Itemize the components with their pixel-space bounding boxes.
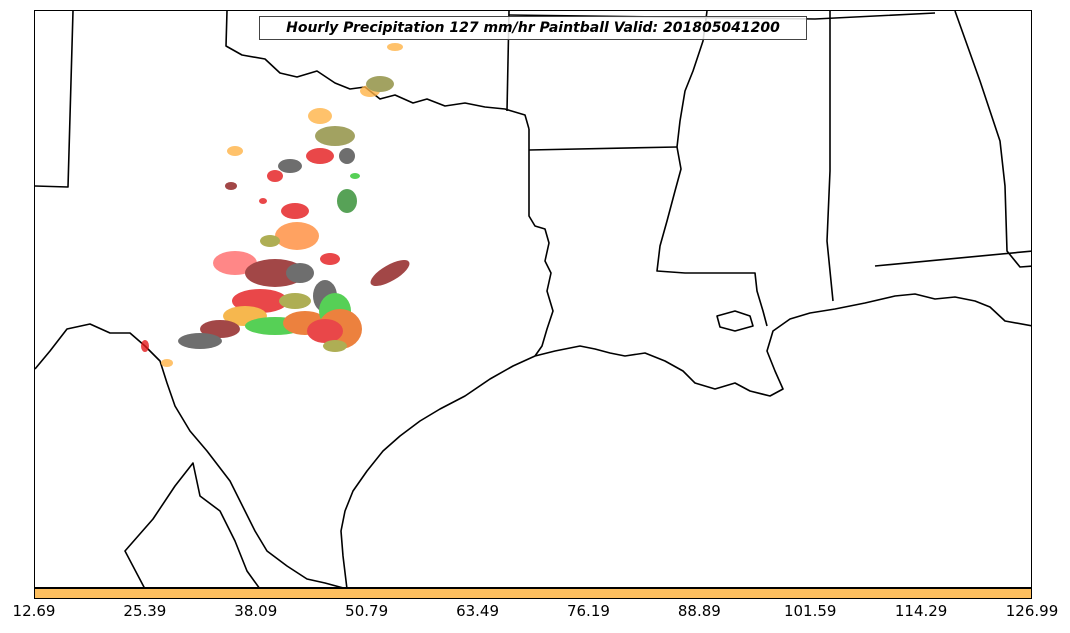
colorbar-tick-label: 114.29 [894,602,948,620]
precip-cell [260,235,280,247]
page-title: Hourly Precipitation 127 mm/hr Paintball… [286,20,780,36]
colorbar-tick-label: 88.89 [677,602,721,620]
precip-cell [366,76,394,92]
colorbar-tick-label: 50.79 [345,602,389,620]
colorbar-tick-label: 126.99 [1005,602,1059,620]
precip-cell [225,182,237,190]
tx-la-border [528,129,554,357]
colorbar-tick-label: 101.59 [783,602,837,620]
nm-tx-border [35,11,74,188]
precip-cell [275,222,319,250]
precip-cell [267,170,283,182]
precip-cell [320,253,340,265]
precip-cell [213,251,257,275]
gulf-coastline [340,355,536,587]
colorbar [34,588,1032,599]
colorbar-tick-label: 38.09 [234,602,278,620]
colorbar-tick-label: 25.39 [123,602,167,620]
precip-cell [161,359,173,367]
precip-cell [370,260,410,286]
colorbar-ticks: 12.69 25.39 38.09 50.79 63.49 76.19 88.89 101.5… [0,600,1070,630]
al-fl-border [874,250,1031,267]
la-coastline [534,293,1031,397]
precip-cell [141,340,149,352]
rio-grande [35,323,343,587]
precip-cell [286,263,314,283]
map-panel: Hourly Precipitation 127 mm/hr Paintball… [34,10,1032,588]
colorbar-tick-label: 63.49 [456,602,500,620]
mississippi-river [656,11,768,327]
precip-cell [259,198,267,204]
map-canvas [35,11,1031,587]
precip-cell [227,146,243,156]
precip-cell [387,43,403,51]
precip-cell [306,148,334,164]
precip-cell [350,173,360,179]
precip-cell [337,189,357,213]
colorbar-tick-label: 12.69 [12,602,56,620]
lake-pontchartrain [716,310,754,332]
precip-cell [278,159,302,173]
precip-cell [279,293,311,309]
precip-cell [315,126,355,146]
state-borders [35,11,1031,587]
al-ga-border [954,11,1031,268]
precip-cell [200,320,240,338]
precip-cell [178,333,222,349]
precip-cell [308,108,332,124]
precip-cell [323,340,347,352]
ar-la-border [528,146,678,151]
colorbar-tick-label: 76.19 [566,602,610,620]
mexico-state-border [124,462,260,587]
precip-cell [339,148,355,164]
title-box: Hourly Precipitation 127 mm/hr Paintball… [259,16,807,40]
ms-al-border [826,11,834,302]
precip-cell [307,319,343,343]
precipitation-paintball [141,43,410,367]
precip-cell [245,259,305,287]
precip-cell [281,203,309,219]
